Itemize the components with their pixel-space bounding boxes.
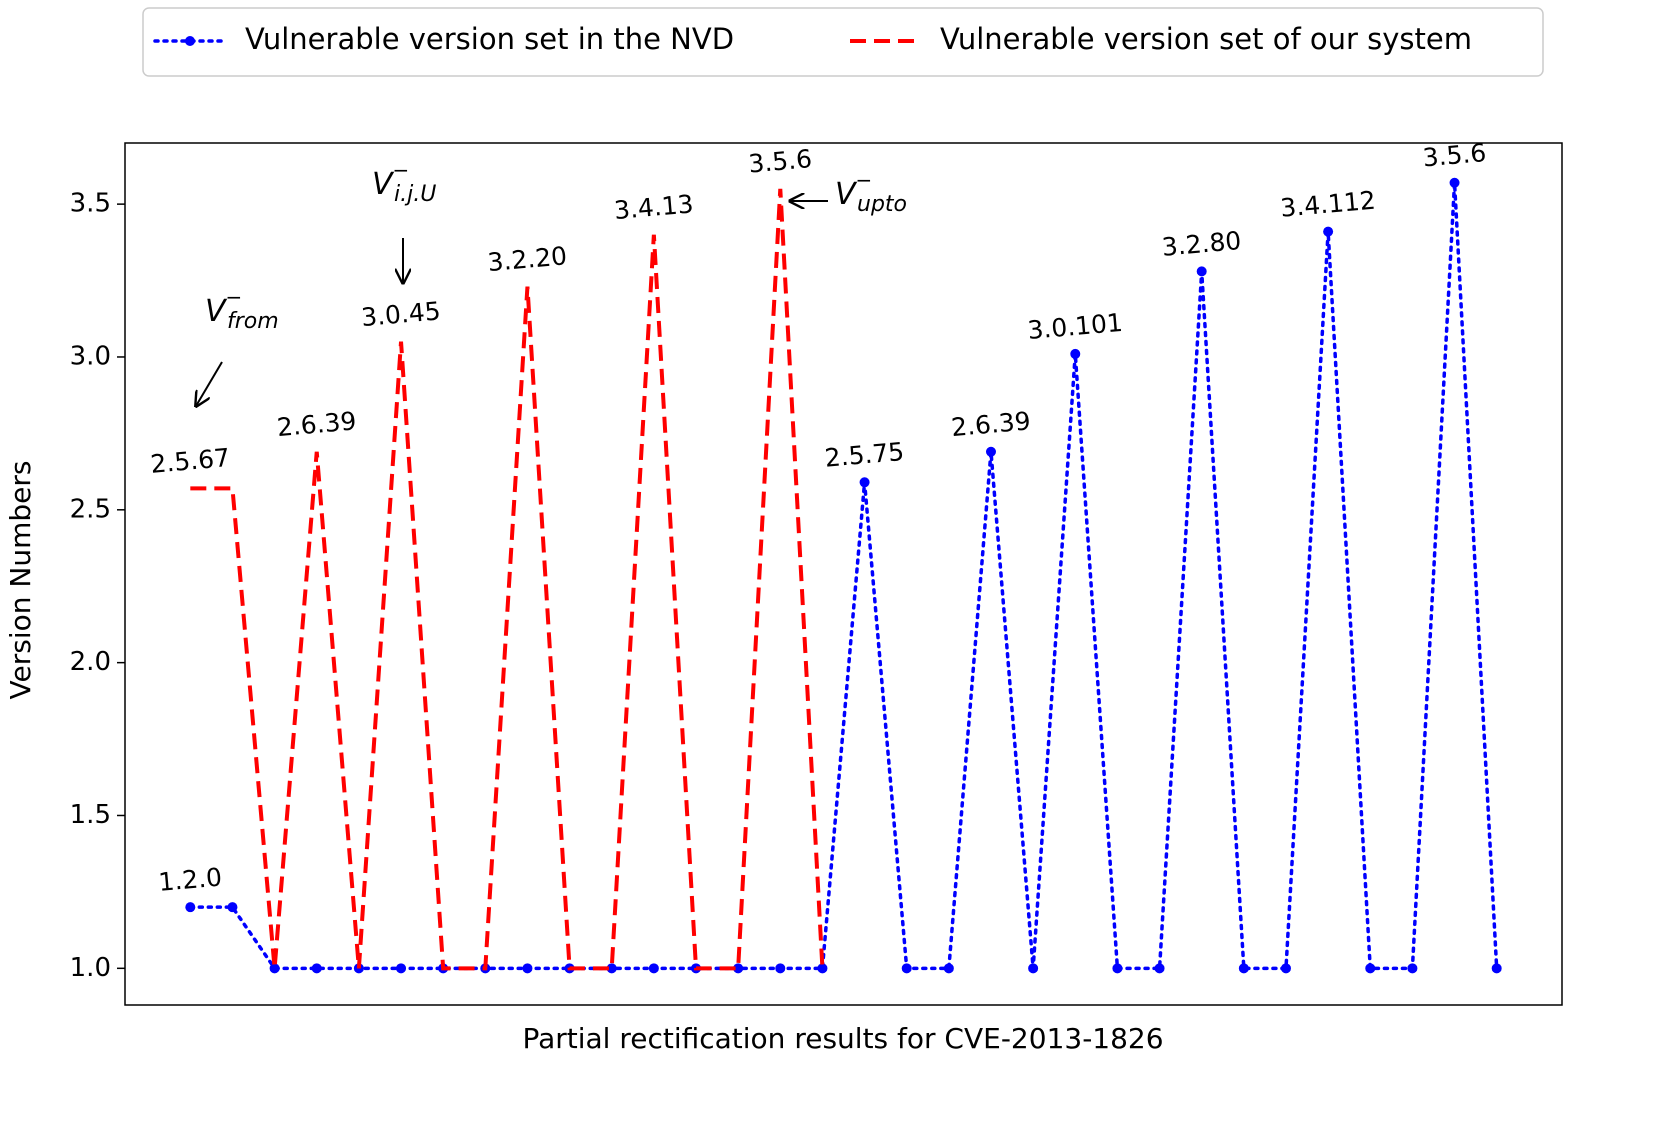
y-axis-title: Version Numbers [4, 461, 37, 700]
data-point [1238, 963, 1249, 974]
value-label: 2.5.67 [149, 443, 231, 479]
data-point [648, 963, 659, 974]
value-label: 3.4.112 [1279, 186, 1377, 223]
annotation-sub: from [227, 309, 279, 334]
data-point [396, 963, 407, 974]
data-point [1449, 177, 1460, 188]
data-point [1154, 963, 1165, 974]
data-point [733, 963, 744, 974]
annotation-sup: − [393, 158, 410, 182]
legend-label: Vulnerable version set of our system [940, 22, 1472, 56]
value-label: 3.5.6 [747, 144, 813, 178]
y-tick-label: 1.5 [70, 800, 111, 830]
value-label: 3.0.45 [360, 296, 442, 332]
data-point [1280, 963, 1291, 974]
data-point [985, 446, 996, 457]
annotation-base: V [372, 167, 395, 202]
value-label: 3.0.101 [1026, 308, 1124, 345]
value-label: 3.2.80 [1161, 226, 1243, 262]
x-axis-title: Partial rectification results for CVE-20… [522, 1022, 1163, 1055]
data-point [775, 963, 786, 974]
annotation-base: V [835, 177, 858, 212]
data-point [606, 963, 617, 974]
legend-marker [185, 36, 195, 46]
data-point [1028, 963, 1039, 974]
series-line [188, 182, 1499, 971]
data-point [269, 963, 280, 974]
annotation: V− from [205, 285, 279, 335]
value-label: 1.2.0 [157, 862, 223, 896]
data-point [185, 902, 196, 913]
value-label: 2.6.39 [276, 406, 358, 442]
value-label: 3.2.20 [486, 241, 568, 277]
data-point [1407, 963, 1418, 974]
data-point [522, 963, 533, 974]
y-tick-label: 2.0 [70, 647, 111, 677]
data-point [901, 963, 912, 974]
annotation: V− upto [835, 168, 907, 218]
annotation-sub: upto [857, 192, 907, 217]
value-label: 3.4.13 [613, 189, 695, 225]
annotation: V− i.j.U [372, 158, 436, 208]
annotation-arrow [196, 361, 223, 406]
annotation-base: V [205, 294, 228, 329]
data-point [311, 963, 322, 974]
y-tick-label: 3.0 [70, 341, 111, 371]
legend-label: Vulnerable version set in the NVD [245, 22, 734, 56]
plot-frame [124, 142, 1563, 1006]
value-label: 3.5.6 [1421, 138, 1487, 172]
series-line [190, 188, 825, 971]
annotation-sup: − [226, 285, 243, 309]
data-point [1112, 963, 1123, 974]
annotation-sup: − [856, 168, 873, 192]
data-point [227, 902, 238, 913]
data-point [1491, 963, 1502, 974]
data-point [1323, 226, 1334, 237]
y-tick-label: 2.5 [70, 494, 111, 524]
legend-box [142, 7, 1544, 77]
y-tick-label: 3.5 [70, 189, 111, 219]
y-tick-label: 1.0 [70, 953, 111, 983]
data-point [1365, 963, 1376, 974]
data-point [1196, 266, 1207, 277]
data-point [859, 477, 870, 488]
value-label: 2.6.39 [950, 406, 1032, 442]
data-point [1070, 348, 1081, 359]
value-label: 2.5.75 [824, 437, 906, 473]
data-point [817, 963, 828, 974]
data-point [943, 963, 954, 974]
annotation-sub: i.j.U [394, 182, 436, 207]
